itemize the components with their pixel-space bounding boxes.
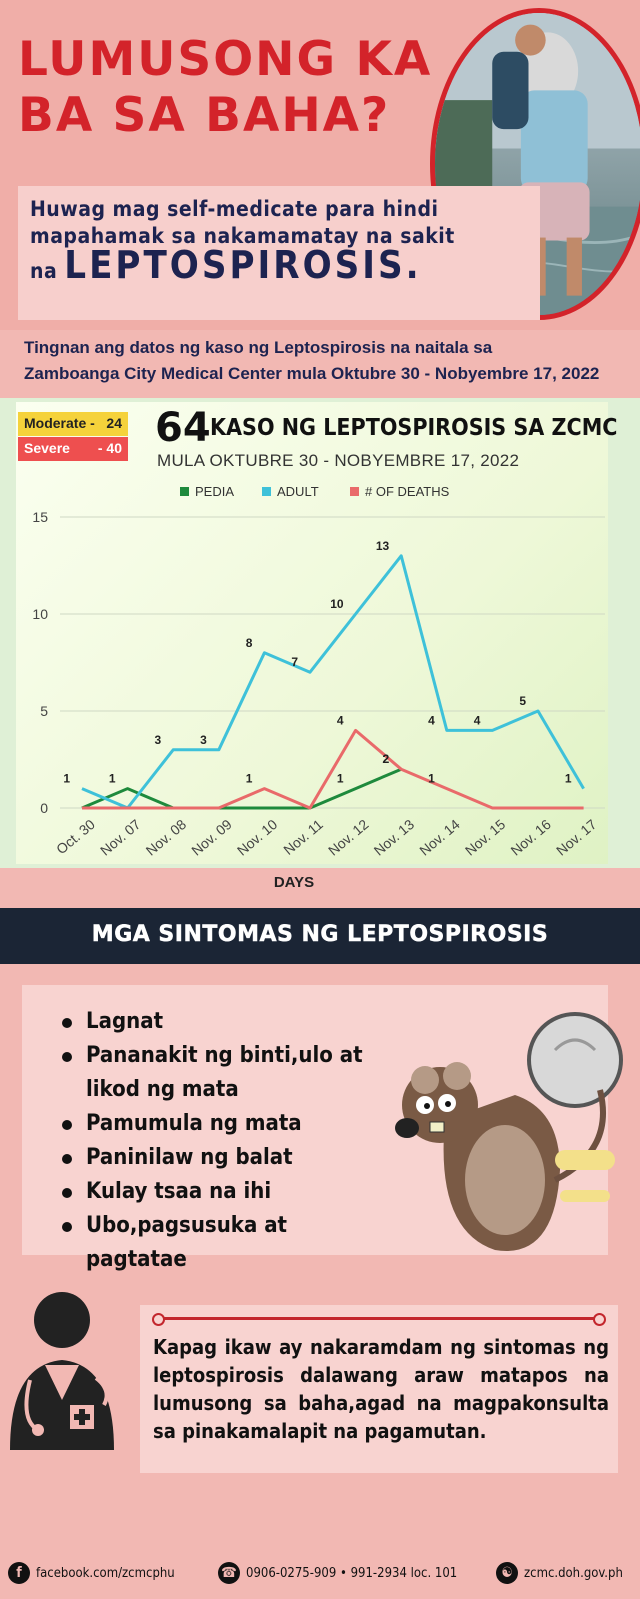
y-tick-label: 5 [40, 703, 48, 719]
x-tick-label: Nov. 16 [507, 816, 554, 859]
x-tick-label: Nov. 08 [143, 816, 190, 859]
doctor-icon [10, 1292, 114, 1450]
series-line [81, 767, 402, 810]
data-label: 1 [63, 772, 70, 786]
data-label: 1 [565, 772, 572, 786]
data-label: 1 [109, 772, 116, 786]
x-tick-label: Nov. 09 [188, 816, 235, 859]
x-tick-label: Nov. 10 [234, 816, 281, 859]
advice-box: Kapag ikaw ay nakaramdam ng sintomas ng … [140, 1305, 618, 1473]
data-label: 13 [376, 539, 390, 553]
footer-facebook[interactable]: f facebook.com/zcmcphu [8, 1562, 175, 1584]
facebook-icon: f [8, 1562, 30, 1584]
legend-label: # OF DEATHS [365, 484, 450, 499]
data-label: 5 [519, 694, 526, 708]
footer-phone[interactable]: ☎ 0906-0275-909 • 991-2934 loc. 101 [218, 1562, 457, 1584]
data-note-line-1: Tingnan ang datos ng kaso ng Leptospiros… [24, 338, 493, 357]
legend-swatch [262, 487, 271, 496]
x-tick-label: Nov. 07 [97, 816, 144, 859]
hero-section: LUMUSONG KA BA SA BAHA? Huwag mag self-m… [0, 0, 640, 330]
data-note: Tingnan ang datos ng kaso ng Leptospiros… [24, 335, 634, 387]
symptoms-heading: MGA SINTOMAS NG LEPTOSPIROSIS [91, 922, 549, 948]
symptom-item: Pamumula ng mata [60, 1107, 390, 1141]
phone-icon: ☎ [218, 1562, 240, 1584]
symptoms-header-bar: MGA SINTOMAS NG LEPTOSPIROSIS [0, 908, 640, 964]
symptom-item: Pananakit ng binti,ulo at likod ng mata [60, 1039, 390, 1107]
data-label: 8 [246, 636, 253, 650]
symptom-item: Lagnat [60, 1005, 390, 1039]
x-tick-label: Nov. 17 [553, 816, 600, 859]
x-tick-label: Nov. 13 [371, 816, 418, 859]
severe-label: Severe [24, 440, 70, 456]
series-line [81, 554, 585, 810]
symptom-item: Kulay tsaa na ihi [60, 1175, 390, 1209]
data-label: 10 [330, 597, 344, 611]
globe-icon: ☯ [496, 1562, 518, 1584]
symptom-item: Paninilaw ng balat [60, 1141, 390, 1175]
legend-label: PEDIA [195, 484, 234, 499]
advice-text: Kapag ikaw ay nakaramdam ng sintomas ng … [153, 1335, 609, 1443]
facebook-link[interactable]: facebook.com/zcmcphu [36, 1565, 175, 1581]
website-link[interactable]: zcmc.doh.gov.ph [524, 1565, 623, 1581]
footer-website[interactable]: ☯ zcmc.doh.gov.ph [496, 1562, 623, 1584]
data-label: 1 [337, 772, 344, 786]
data-label: 2 [383, 752, 390, 766]
data-label: 1 [428, 772, 435, 786]
legend-label: ADULT [277, 484, 319, 499]
data-label: 2 [383, 752, 390, 766]
footer: f facebook.com/zcmcphu ☎ 0906-0275-909 •… [0, 1530, 640, 1599]
y-tick-label: 15 [32, 509, 48, 525]
x-tick-label: Nov. 15 [462, 816, 509, 859]
moderate-label: Moderate - [24, 415, 95, 431]
severe-badge: Severe - 40 [18, 437, 128, 461]
y-tick-label: 10 [32, 606, 48, 622]
subtitle-box: Huwag mag self-medicate para hindi mapah… [18, 186, 540, 320]
data-label: 1 [246, 772, 253, 786]
phone-numbers[interactable]: 0906-0275-909 • 991-2934 loc. 101 [246, 1565, 458, 1581]
data-label: 3 [155, 733, 162, 747]
subtitle-prefix: na [30, 259, 58, 283]
legend-swatch [350, 487, 359, 496]
chart-card [16, 402, 608, 864]
data-label: 4 [428, 713, 435, 727]
moderate-badge: Moderate - 24 [18, 412, 128, 436]
chart-title: KASO NG LEPTOSPIROSIS SA ZCMC [210, 415, 618, 441]
data-note-line-2: Zamboanga City Medical Center mula Oktub… [24, 364, 600, 383]
total-cases-number: 64 [155, 405, 211, 451]
rat-illustration [395, 1012, 623, 1251]
data-label: 4 [474, 713, 481, 727]
symptom-item: Ubo,pagsusuka at pagtatae [60, 1209, 390, 1277]
subtitle-text: Huwag mag self-medicate para hindi mapah… [30, 196, 528, 285]
data-label: 3 [200, 733, 207, 747]
main-title: LUMUSONG KA BA SA BAHA? [18, 32, 438, 144]
x-tick-label: Nov. 14 [416, 816, 463, 859]
subtitle-line-1: Huwag mag self-medicate para hindi [30, 197, 439, 221]
subtitle-line-2: mapahamak sa nakamamatay na sakit [30, 224, 455, 248]
x-tick-label: Nov. 12 [325, 816, 372, 859]
legend-swatch [180, 487, 189, 496]
data-label: 4 [337, 713, 344, 727]
severe-value: - 40 [97, 440, 122, 456]
x-tick-label: Oct. 30 [53, 816, 98, 857]
x-tick-label: Nov. 11 [280, 816, 326, 858]
symptoms-list: Lagnat Pananakit ng binti,ulo at likod ng… [60, 1005, 390, 1277]
moderate-value: 24 [106, 415, 122, 431]
chart-subtitle: MULA OKTUBRE 30 - NOBYEMBRE 17, 2022 [157, 451, 520, 470]
x-axis-label: DAYS [274, 874, 314, 891]
advice-divider [152, 1313, 606, 1326]
title-line-1: LUMUSONG KA [18, 32, 433, 87]
data-label: 7 [291, 655, 298, 669]
y-tick-label: 0 [40, 800, 48, 816]
subtitle-emphasis: LEPTOSPIROSIS. [64, 243, 422, 287]
series-line [82, 728, 584, 810]
title-line-2: BA SA BAHA? [18, 88, 391, 143]
